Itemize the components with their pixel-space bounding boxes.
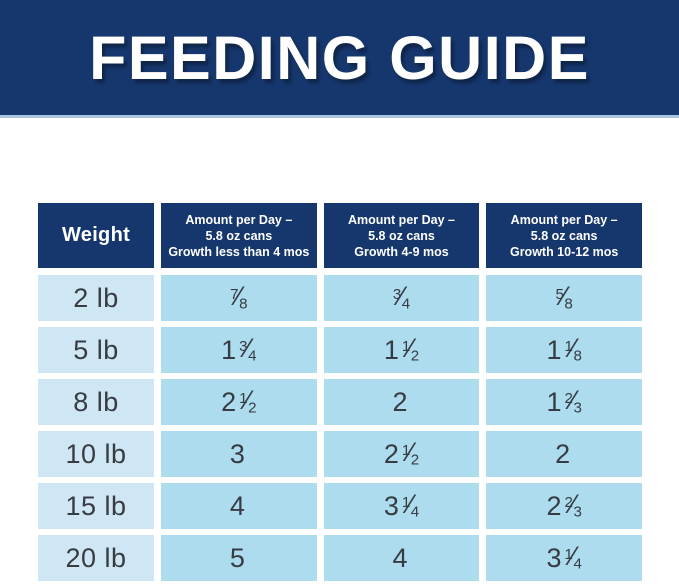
- table-row: 5 lb 1 3⁄4 1 1⁄2 1 1⁄8: [38, 327, 642, 373]
- amount-cell: 2 2⁄3: [486, 483, 642, 529]
- amount-cell: 3: [161, 431, 317, 477]
- weight-cell: 5 lb: [38, 327, 154, 373]
- amount-cell: 4: [161, 483, 317, 529]
- amount-cell: 4: [323, 535, 480, 581]
- title-banner: FEEDING GUIDE: [0, 0, 679, 118]
- fraction: 1⁄2: [401, 436, 420, 469]
- amount-cell: 1 2⁄3: [486, 379, 642, 425]
- fraction: 1⁄4: [564, 540, 582, 573]
- amount-cell: 1 1⁄8: [486, 327, 642, 373]
- amount-cell: 3 1⁄4: [486, 535, 642, 581]
- amount-cell: 1 1⁄2: [323, 327, 480, 373]
- weight-cell: 20 lb: [38, 535, 154, 581]
- column-header-growth-less-than-4-mos: Amount per Day – 5.8 oz cans Growth less…: [161, 203, 317, 268]
- amount-cell: 2 1⁄2: [161, 379, 317, 425]
- fraction: 1⁄2: [401, 332, 420, 365]
- table-row: 8 lb 2 1⁄2 2 1 2⁄3: [38, 379, 642, 425]
- amount-cell: 3 1⁄4: [323, 483, 480, 529]
- table-body: 2 lb 7⁄8 3⁄4 5⁄8 5 lb 1 3⁄4 1 1⁄2 1 1⁄8 8 lb 2 1⁄2 2 1 2…: [38, 275, 642, 581]
- table-row: 2 lb 7⁄8 3⁄4 5⁄8: [38, 275, 642, 321]
- column-header-weight: Weight: [38, 203, 154, 268]
- fraction: 2⁄3: [564, 384, 582, 417]
- fraction: 1⁄4: [401, 488, 420, 521]
- fraction: 1⁄8: [564, 332, 582, 365]
- weight-cell: 8 lb: [38, 379, 154, 425]
- amount-cell: 2 1⁄2: [323, 431, 480, 477]
- table-row: 20 lb 5 4 3 1⁄4: [38, 535, 642, 581]
- column-header-growth-10-12-mos: Amount per Day – 5.8 oz cans Growth 10-1…: [486, 203, 642, 268]
- amount-cell: 1 3⁄4: [161, 327, 317, 373]
- fraction: 3⁄4: [239, 332, 257, 365]
- feeding-table: Weight Amount per Day – 5.8 oz cans Grow…: [38, 203, 642, 581]
- amount-cell: 5: [161, 535, 317, 581]
- amount-cell: 5⁄8: [486, 275, 642, 321]
- weight-cell: 15 lb: [38, 483, 154, 529]
- table-row: 15 lb 4 3 1⁄4 2 2⁄3: [38, 483, 642, 529]
- fraction: 2⁄3: [564, 488, 582, 521]
- table-header-row: Weight Amount per Day – 5.8 oz cans Grow…: [38, 203, 642, 268]
- amount-cell: 2: [323, 379, 480, 425]
- fraction: 7⁄8: [230, 280, 248, 313]
- fraction: 1⁄2: [239, 384, 257, 417]
- fraction: 5⁄8: [555, 280, 573, 313]
- weight-cell: 10 lb: [38, 431, 154, 477]
- fraction: 3⁄4: [392, 280, 411, 313]
- weight-cell: 2 lb: [38, 275, 154, 321]
- table-row: 10 lb 3 2 1⁄2 2: [38, 431, 642, 477]
- column-header-growth-4-9-mos: Amount per Day – 5.8 oz cans Growth 4-9 …: [323, 203, 480, 268]
- amount-cell: 7⁄8: [161, 275, 317, 321]
- page-title: FEEDING GUIDE: [89, 23, 590, 92]
- amount-cell: 2: [486, 431, 642, 477]
- amount-cell: 3⁄4: [323, 275, 480, 321]
